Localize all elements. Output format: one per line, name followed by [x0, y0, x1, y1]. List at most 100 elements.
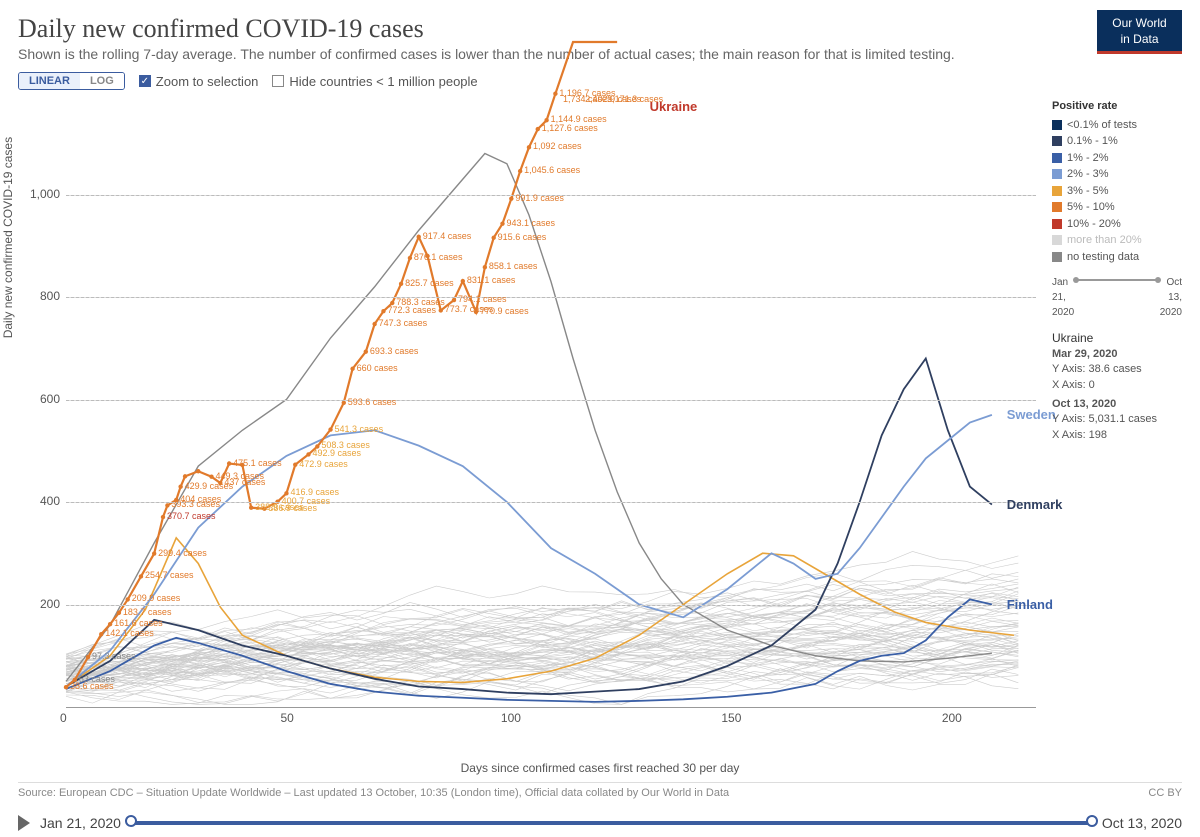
legend-item[interactable]: 2% - 3% [1052, 166, 1182, 183]
data-point-label: 53 cases [79, 674, 115, 684]
checkbox-checked-icon: ✓ [139, 75, 151, 87]
data-point-label: 693.3 cases [370, 346, 419, 356]
legend-label: 0.1% - 1% [1067, 133, 1118, 150]
y-tick: 400 [40, 494, 60, 508]
data-point-label: 770.9 cases [480, 306, 529, 316]
checkbox-unchecked-icon [272, 75, 284, 87]
hide-label: Hide countries < 1 million people [289, 74, 477, 89]
foreground-lines [66, 92, 1036, 732]
scale-toggle[interactable]: LINEAR LOG [18, 72, 125, 90]
legend-item[interactable]: 5% - 10% [1052, 199, 1182, 216]
x-tick: 200 [942, 711, 962, 725]
data-point-label: 299.4 cases [158, 548, 207, 558]
data-point-label: 541.3 cases [335, 424, 384, 434]
footer: Source: European CDC – Situation Update … [18, 782, 1182, 799]
log-button[interactable]: LOG [80, 73, 124, 89]
x-tick: 100 [501, 711, 521, 725]
data-point-label: 593.6 cases [348, 397, 397, 407]
data-point-label: 508.3 cases [321, 440, 370, 450]
legend: Positive rate <0.1% of tests0.1% - 1%1% … [1052, 98, 1182, 443]
data-point-label: 437 cases [224, 477, 265, 487]
legend-item[interactable]: more than 20% [1052, 232, 1182, 249]
data-point-label: 917.4 cases [423, 231, 472, 241]
chart-area: Daily new confirmed COVID-19 cases 20040… [18, 92, 1182, 772]
hide-countries-checkbox[interactable]: Hide countries < 1 million people [272, 74, 477, 89]
legend-swatch [1052, 202, 1062, 212]
legend-swatch [1052, 186, 1062, 196]
data-point-label: 991.9 cases [515, 193, 564, 203]
legend-label: 2% - 3% [1067, 166, 1109, 183]
legend-label: 3% - 5% [1067, 183, 1109, 200]
tooltip: Ukraine Mar 29, 2020 Y Axis: 38.6 cases … [1052, 330, 1182, 443]
data-point-label: 472.9 cases [299, 459, 348, 469]
data-point-label: 404 cases [180, 494, 221, 504]
legend-swatch [1052, 219, 1062, 229]
data-point-label: 943.1 cases [507, 218, 556, 228]
country-label-sweden[interactable]: Sweden [1007, 407, 1056, 422]
legend-item[interactable]: 10% - 20% [1052, 216, 1182, 233]
data-point-label: 915.6 cases [498, 232, 547, 242]
zoom-label: Zoom to selection [156, 74, 259, 89]
y-tick: 800 [40, 289, 60, 303]
x-tick: 0 [60, 711, 67, 725]
zoom-checkbox[interactable]: ✓ Zoom to selection [139, 74, 259, 89]
data-point-label: 475.1 cases [233, 458, 282, 468]
slider-knob-start[interactable] [125, 815, 137, 827]
legend-item[interactable]: 0.1% - 1% [1052, 133, 1182, 150]
tooltip-country: Ukraine [1052, 330, 1182, 347]
country-label-denmark[interactable]: Denmark [1007, 497, 1063, 512]
legend-label: more than 20% [1067, 232, 1142, 249]
chart-title: Daily new confirmed COVID-19 cases [18, 14, 1182, 44]
data-point-label: 858.1 cases [489, 261, 538, 271]
logo-line2: in Data [1120, 32, 1158, 46]
data-point-label: 831.1 cases [467, 275, 516, 285]
data-point-label: 161.6 cases [114, 618, 163, 628]
timeline-start-label: Jan 21, 2020 [40, 815, 121, 831]
timeline-slider[interactable] [131, 821, 1092, 825]
x-tick: 50 [280, 711, 293, 725]
linear-button[interactable]: LINEAR [19, 73, 80, 89]
legend-label: 5% - 10% [1067, 199, 1115, 216]
data-point-label: 788.3 cases [396, 297, 445, 307]
timeline-end-label: Oct 13, 2020 [1102, 815, 1182, 831]
legend-swatch [1052, 169, 1062, 179]
data-point-label: 1,045.6 cases [524, 165, 580, 175]
slider-knob-end[interactable] [1086, 815, 1098, 827]
y-tick: 600 [40, 392, 60, 406]
source-text: Source: European CDC – Situation Update … [18, 787, 729, 799]
legend-swatch [1052, 235, 1062, 245]
data-point-label: 876.1 cases [414, 252, 463, 262]
owid-logo[interactable]: Our World in Data [1097, 10, 1182, 54]
mini-timeline: Jan21,2020 Oct13,2020 [1052, 275, 1182, 320]
play-icon[interactable] [18, 815, 30, 831]
x-tick: 150 [721, 711, 741, 725]
country-label-ukraine[interactable]: Ukraine [650, 99, 698, 114]
data-point-label: 660 cases [357, 363, 398, 373]
legend-label: 10% - 20% [1067, 216, 1121, 233]
license-text[interactable]: CC BY [1148, 787, 1182, 799]
legend-item[interactable]: <0.1% of tests [1052, 117, 1182, 134]
data-point-label: 416.9 cases [290, 487, 339, 497]
legend-item[interactable]: no testing data [1052, 249, 1182, 266]
data-point-label: 254.7 cases [145, 570, 194, 580]
data-point-label: 1,144.9 cases [551, 114, 607, 124]
data-point-label: 747.3 cases [379, 318, 428, 328]
x-axis-label: Days since confirmed cases first reached… [461, 761, 740, 775]
legend-item[interactable]: 3% - 5% [1052, 183, 1182, 200]
data-point-label: 142.1 cases [105, 628, 154, 638]
plot-area[interactable]: 2004006008001,000050100150200 38.6 cases… [66, 92, 1036, 732]
legend-item[interactable]: 1% - 2% [1052, 150, 1182, 167]
legend-label: no testing data [1067, 249, 1139, 266]
data-point-label: 1,092 cases [533, 141, 582, 151]
country-label-finland[interactable]: Finland [1007, 597, 1053, 612]
data-point-label: 1,127.6 cases [542, 123, 598, 133]
y-tick: 1,000 [30, 187, 60, 201]
chart-subtitle: Shown is the rolling 7-day average. The … [18, 46, 1182, 62]
legend-swatch [1052, 153, 1062, 163]
data-point-label: 825.7 cases [405, 278, 454, 288]
legend-swatch [1052, 120, 1062, 130]
timeline-control[interactable]: Jan 21, 2020 Oct 13, 2020 [18, 815, 1182, 831]
y-axis-label: Daily new confirmed COVID-19 cases [1, 137, 15, 338]
legend-swatch [1052, 136, 1062, 146]
data-point-label: 183.7 cases [123, 607, 172, 617]
